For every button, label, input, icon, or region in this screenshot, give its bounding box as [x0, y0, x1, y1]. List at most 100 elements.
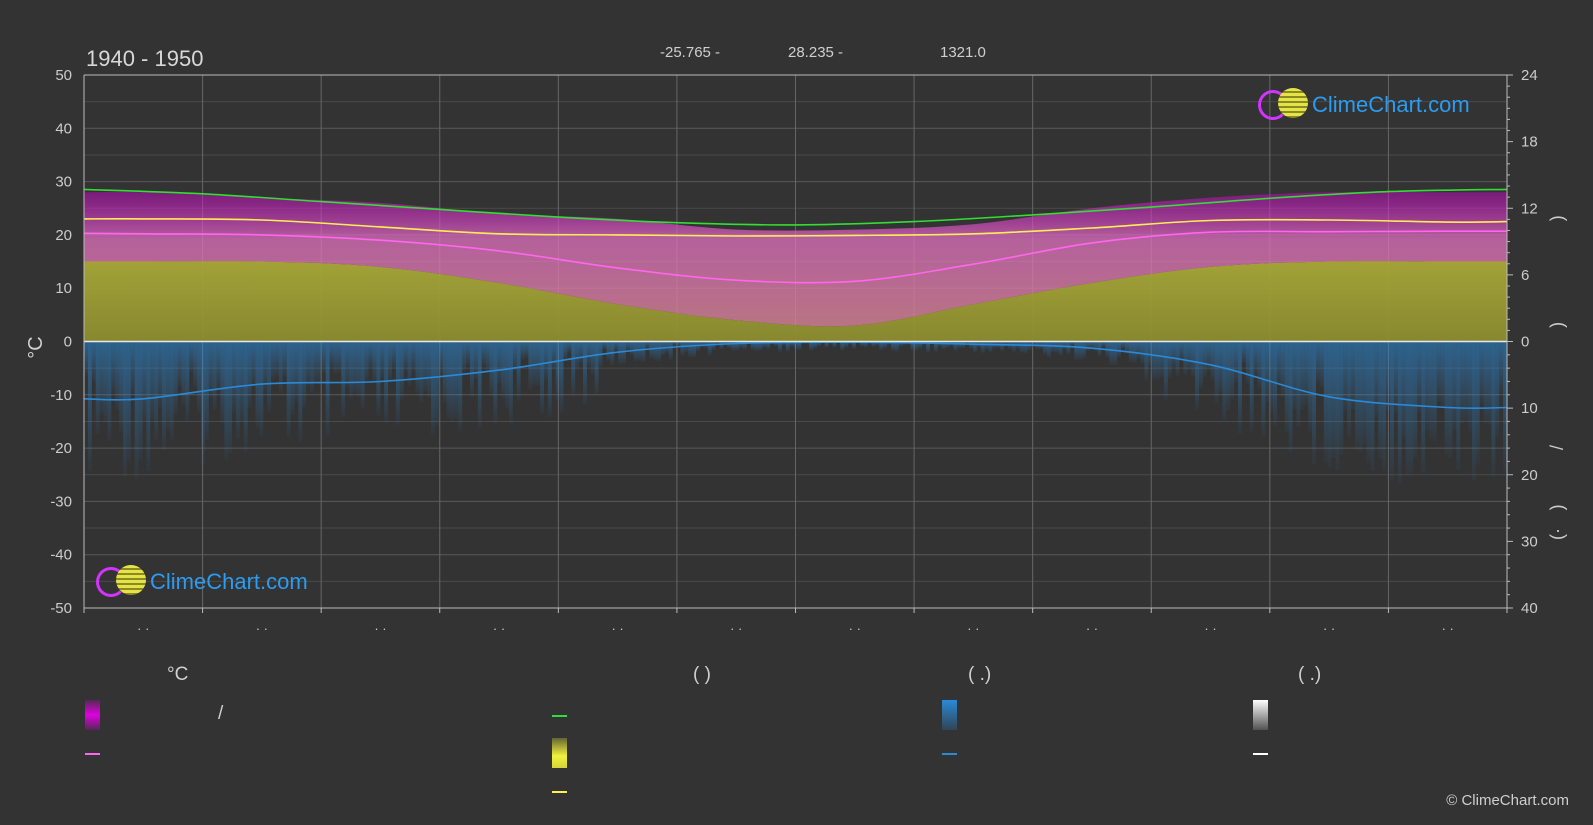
rain-bar — [1113, 341, 1118, 365]
rain-bar — [1397, 341, 1402, 484]
rain-bar — [376, 341, 381, 416]
rain-bar — [645, 341, 650, 348]
rain-bar — [446, 341, 451, 419]
rain-bar — [778, 341, 782, 352]
series-line-daylight — [83, 188, 1508, 226]
rain-bar — [1483, 341, 1488, 424]
rain-bar — [220, 341, 225, 424]
rain-bar — [134, 341, 139, 479]
rain-bar — [310, 341, 314, 393]
rain-bar — [1210, 341, 1215, 381]
rain-bar — [622, 341, 626, 364]
rain-bar — [696, 341, 700, 352]
rain-bar — [181, 341, 186, 406]
logo-bottom-left[interactable]: ClimeChart.com — [96, 565, 308, 599]
y-tick-label-left: 20 — [55, 227, 72, 244]
rain-bar — [649, 341, 654, 359]
axes — [83, 74, 1513, 613]
x-tick-label: · · — [730, 621, 742, 636]
legend-swatch-sunshine-avg — [552, 791, 567, 793]
rain-bar — [1144, 341, 1149, 380]
rain-bar — [1382, 341, 1387, 471]
rain-bar — [388, 341, 392, 381]
rain-bar — [1327, 341, 1332, 468]
rain-bar — [1491, 341, 1496, 477]
rain-bar — [497, 341, 502, 384]
rain-bar — [325, 341, 330, 436]
rain-bar — [758, 341, 763, 351]
rain-bar — [1043, 341, 1047, 355]
logo-top-right[interactable]: ClimeChart.com — [1258, 88, 1470, 122]
rain-bar — [555, 341, 560, 401]
rain-bar — [1109, 341, 1114, 365]
rain-bar — [1440, 341, 1445, 408]
copyright: © ClimeChart.com — [1446, 792, 1569, 809]
rain-bar — [1300, 341, 1305, 410]
x-tick-label: · · — [1204, 621, 1216, 636]
rain-bar — [1351, 341, 1355, 410]
rain-bar — [1269, 341, 1274, 413]
rain-bar — [848, 341, 852, 345]
y-axis-label-right: ) — [1547, 322, 1567, 328]
rain-bar — [813, 341, 817, 349]
rain-bar — [189, 341, 194, 373]
rain-bar — [879, 341, 884, 351]
rain-bar — [1417, 341, 1422, 413]
rain-bar — [781, 341, 786, 346]
y-axis-label-right: ) — [1547, 215, 1567, 221]
rain-bar — [302, 341, 307, 408]
logo-icon — [1258, 88, 1308, 122]
rain-bar — [567, 341, 572, 353]
rain-bar — [99, 341, 104, 415]
rain-bar — [392, 341, 396, 369]
rain-bar — [458, 341, 463, 431]
rain-bar — [945, 341, 950, 348]
rain-bar — [926, 341, 930, 353]
rain-bar — [559, 341, 564, 413]
y-tick-label-left: -30 — [50, 493, 72, 510]
rain-bar — [1421, 341, 1426, 473]
rain-bar — [185, 341, 190, 421]
rain-bar — [84, 341, 88, 376]
rain-bar — [333, 341, 338, 374]
rain-bar — [290, 341, 295, 415]
rain-bar — [411, 341, 416, 372]
rain-bar — [239, 341, 244, 422]
rain-bar — [95, 341, 100, 434]
rain-bar — [1401, 341, 1406, 439]
rain-bar — [403, 341, 408, 372]
rain-bar — [1074, 341, 1079, 360]
rain-bar — [360, 341, 365, 409]
rain-bar — [1085, 341, 1090, 351]
y-tick-label-left: 40 — [55, 120, 72, 137]
rain-bar — [1171, 341, 1176, 368]
x-tick-label: · · — [256, 621, 268, 636]
rain-bar — [278, 341, 283, 393]
rain-bar — [719, 341, 724, 350]
rain-bar — [103, 341, 108, 423]
x-tick-label: · · — [967, 621, 979, 636]
rain-bar — [590, 341, 595, 375]
rain-bar — [1070, 341, 1075, 346]
rain-bar — [1253, 341, 1258, 376]
rain-bar — [232, 341, 236, 412]
y-axis-label-right: ) — [1547, 504, 1567, 510]
rain-bar — [1331, 341, 1336, 458]
rain-bar — [583, 341, 587, 405]
rain-bar — [1265, 341, 1270, 403]
rain-bar — [146, 341, 151, 471]
rain-bar — [739, 341, 743, 348]
logo-icon — [96, 565, 146, 599]
rain-bar — [894, 341, 899, 352]
rain-bar — [1011, 341, 1016, 352]
y-tick-label-left: -20 — [50, 440, 72, 457]
rain-bar — [169, 341, 174, 440]
elevation-label: 1321.0 — [940, 44, 986, 61]
rain-bar — [891, 341, 895, 351]
rain-bar — [579, 341, 583, 364]
legend-rain-head: ( .) — [968, 664, 992, 685]
rain-bar — [466, 341, 470, 365]
rain-bar — [442, 341, 447, 403]
rain-bar — [1503, 341, 1507, 471]
logo-text: ClimeChart.com — [1312, 92, 1470, 117]
